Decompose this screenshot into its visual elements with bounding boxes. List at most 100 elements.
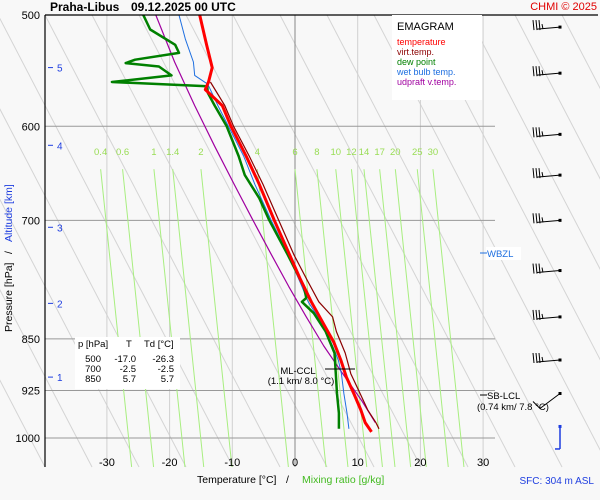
temp-tick-label: 30 (477, 457, 489, 469)
barb-feather (538, 66, 541, 77)
barb-station-dot (558, 218, 562, 222)
mixing-ratio-label: 1 (151, 147, 156, 158)
mixing-ratio-label: 10 (330, 147, 341, 158)
svg-text:700: 700 (85, 364, 101, 375)
legend-temperature: temperature (397, 37, 446, 47)
barb-shaft (536, 174, 561, 178)
svg-text:-17.0: -17.0 (114, 354, 136, 365)
datetime: 09.12.2025 00 UTC (131, 0, 236, 14)
temp-tick-label: 10 (352, 457, 364, 469)
wind-barbs (532, 20, 562, 450)
mixing-ratio-line (394, 169, 427, 467)
y-axis-separator: / (3, 251, 15, 254)
barb-station-dot (558, 358, 562, 362)
altitude-tick-label: 4 (57, 141, 63, 152)
barb-feather (538, 309, 541, 320)
svg-text:5.7: 5.7 (123, 374, 136, 385)
mixing-ratio-label: 12 (346, 147, 357, 158)
pressure-tick-label: 1000 (16, 433, 40, 445)
mixing-ratio-label: 0.4 (94, 147, 107, 158)
barb-feather (535, 20, 538, 31)
svg-text:-2.5: -2.5 (120, 364, 136, 375)
barb-station-dot (558, 269, 562, 273)
barb-station-dot (558, 315, 562, 319)
profiles (110, 15, 380, 433)
altitude-tick-label: 3 (57, 223, 63, 234)
barb-half-feather (541, 217, 544, 223)
mixing-ratio-label: 25 (412, 147, 423, 158)
barb-half-feather (541, 356, 544, 363)
barb-station-dot (558, 71, 562, 75)
adiabat-line (279, 14, 516, 468)
mixing-ratio-label: 1.4 (166, 147, 179, 158)
barb-shaft (536, 359, 561, 363)
pressure-tick-label: 600 (22, 121, 40, 133)
barb-feather (535, 309, 538, 320)
barb-feather (532, 309, 535, 320)
adiabat-line (44, 14, 281, 468)
svg-text:-26.3: -26.3 (152, 354, 174, 365)
pressure-tick-label: 850 (22, 334, 40, 346)
barb-feather (538, 352, 541, 364)
barb-feather (538, 213, 541, 224)
wind-barb (532, 168, 562, 179)
adiabat-line (185, 14, 422, 468)
mixing-ratio-line (416, 169, 449, 467)
series-wet-bulb-temp (178, 15, 350, 429)
mixing-ratio-line (432, 169, 465, 467)
series-temperature (198, 15, 373, 433)
station-name: Praha-Libus (50, 0, 120, 14)
mixing-ratio-line (172, 169, 205, 467)
mixing-ratio-lines (100, 169, 465, 467)
svg-text:5.7: 5.7 (161, 374, 174, 385)
adiabat-line (0, 198, 140, 468)
barb-feather (532, 66, 535, 77)
mixing-ratio-line (379, 169, 412, 467)
temp-tick-label: -30 (99, 457, 115, 469)
series-udpraft-v-temp (155, 15, 376, 423)
barb-half-feather (541, 131, 544, 137)
mixing-ratio-label: 4 (255, 147, 260, 158)
barb-shaft (536, 270, 561, 274)
wind-barb (532, 213, 562, 224)
wind-barb (532, 263, 562, 274)
barb-station-dot (558, 424, 562, 428)
barb-station-dot (558, 25, 562, 29)
svg-text:500: 500 (85, 354, 101, 365)
table-row: 700 -2.5 -2.5 (85, 364, 174, 375)
mixing-ratio-label: 6 (292, 147, 297, 158)
sb-lcl-detail: (0.74 km/ 7.8 °C) (477, 402, 549, 413)
barb-feather (532, 20, 535, 31)
wind-barb (555, 424, 562, 450)
table-header-p: p [hPa] (78, 339, 108, 350)
wbzl-bg (486, 247, 521, 260)
series-virt-temp (209, 81, 380, 430)
barb-shaft (536, 72, 561, 76)
legend-wet-bulb: wet bulb temp. (396, 67, 456, 77)
adiabat-line (0, 108, 187, 468)
barb-feather (538, 168, 541, 179)
mixing-ratio-line (363, 169, 396, 467)
barb-feather (532, 263, 535, 274)
barb-shaft (536, 316, 561, 320)
mixing-ratio-line (256, 169, 289, 467)
legend-box (392, 15, 482, 100)
table-header-t: T (126, 339, 132, 350)
temp-tick-label: -10 (224, 457, 240, 469)
mixing-ratio-labels: 0.4 0.6 1 1.4 2 4 6 8 10 12 14 17 20 25 30 (94, 147, 438, 158)
barb-station-dot (558, 132, 562, 136)
mixing-ratio-line (200, 169, 233, 467)
legend-virt-temp: virt.temp. (397, 47, 434, 57)
temp-tick-label: 20 (414, 457, 426, 469)
barb-feather (538, 20, 541, 31)
altitude-tick-label: 5 (57, 64, 63, 75)
mixing-ratio-line (100, 169, 133, 467)
mixing-ratio-line (350, 169, 383, 467)
y-axis-label-altitude: Altitude [km] (3, 184, 15, 242)
sb-lcl-label: SB-LCL (487, 391, 520, 402)
adiabat-line (467, 14, 600, 270)
mixing-ratio-line (122, 169, 155, 467)
mixing-ratio-label: 2 (198, 147, 203, 158)
x-axis-separator: / (286, 474, 289, 486)
